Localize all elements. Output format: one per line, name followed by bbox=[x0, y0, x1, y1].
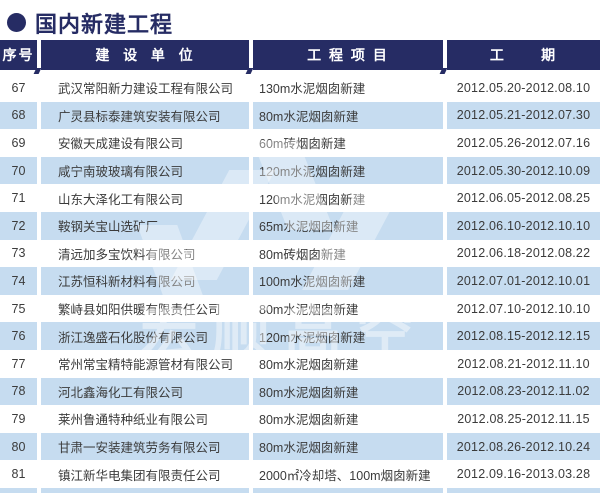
header-project: 工 程 项 目 bbox=[253, 40, 443, 70]
project-cell: 80m水泥烟囱新建 bbox=[253, 432, 443, 461]
header-period: 工 期 bbox=[447, 40, 600, 70]
row-number: 67 bbox=[0, 74, 37, 102]
project-cell: 120m水泥烟囱新建 bbox=[253, 184, 443, 212]
project-cell: 80m砖烟囱新建 bbox=[253, 239, 443, 268]
table-row: 79 莱州鲁通特种纸业有限公司 80m水泥烟囱新建 2012.08.25-201… bbox=[0, 405, 600, 433]
page-header: 国内新建工程 bbox=[0, 0, 600, 38]
table-row: 67 武汉常阳新力建设工程有限公司 130m水泥烟囱新建 2012.05.20-… bbox=[0, 74, 600, 102]
company-cell: 甘肃一安装建筑劳务有限公司 bbox=[41, 432, 249, 461]
period-cell: 2012.06.18-2012.08.22 bbox=[447, 239, 600, 268]
row-number: 75 bbox=[0, 294, 37, 323]
row-number: 76 bbox=[0, 322, 37, 350]
company-cell: 镇江新华电集团有限责任公司 bbox=[41, 460, 249, 488]
project-cell: 80m水泥烟囱新建 bbox=[253, 101, 443, 130]
company-cell: 山东大泽化工有限公司 bbox=[41, 184, 249, 212]
table-header-row: 序号 建 设 单 位 工 程 项 目 工 期 bbox=[0, 40, 600, 74]
period-cell: 2012.06.05-2012.08.25 bbox=[447, 184, 600, 212]
period-cell: 2012.08.15-2012.12.15 bbox=[447, 322, 600, 350]
project-cell: 120m水泥烟囱新建 bbox=[253, 322, 443, 350]
period-cell: 2012.05.26-2012.07.16 bbox=[447, 129, 600, 157]
project-cell: 120m水泥烟囱新建 bbox=[253, 156, 443, 185]
project-cell: 80m水泥烟囱新建 bbox=[253, 349, 443, 378]
period-cell: 2012.07.01-2012.10.01 bbox=[447, 267, 600, 295]
row-number: 72 bbox=[0, 211, 37, 240]
table-row: 81 镇江新华电集团有限责任公司 2000㎡冷却塔、100m烟囱新建 2012.… bbox=[0, 460, 600, 488]
period-cell: 2012.05.20-2012.08.10 bbox=[447, 74, 600, 102]
row-number: 81 bbox=[0, 460, 37, 488]
partial-row bbox=[0, 487, 600, 493]
project-cell: 2000㎡冷却塔、100m烟囱新建 bbox=[253, 460, 443, 488]
company-cell: 常州常宝精特能源管材有限公司 bbox=[41, 349, 249, 378]
row-number: 68 bbox=[0, 101, 37, 130]
company-cell: 繁峙县如阳供暖有限责任公司 bbox=[41, 294, 249, 323]
period-cell: 2012.08.26-2012.10.24 bbox=[447, 432, 600, 461]
company-cell: 武汉常阳新力建设工程有限公司 bbox=[41, 74, 249, 102]
period-cell: 2012.08.21-2012.11.10 bbox=[447, 349, 600, 378]
table-row: 69 安徽天成建设有限公司 60m砖烟囱新建 2012.05.26-2012.0… bbox=[0, 129, 600, 157]
period-cell: 2012.05.21-2012.07.30 bbox=[447, 101, 600, 130]
row-number: 71 bbox=[0, 184, 37, 212]
header-company: 建 设 单 位 bbox=[41, 40, 249, 70]
table-body: 67 武汉常阳新力建设工程有限公司 130m水泥烟囱新建 2012.05.20-… bbox=[0, 74, 600, 488]
period-cell: 2012.07.10-2012.10.10 bbox=[447, 294, 600, 323]
page-title: 国内新建工程 bbox=[35, 11, 174, 37]
table-row: 80 甘肃一安装建筑劳务有限公司 80m水泥烟囱新建 2012.08.26-20… bbox=[0, 432, 600, 461]
company-cell: 咸宁南玻玻璃有限公司 bbox=[41, 156, 249, 185]
company-cell: 清远加多宝饮料有限公司 bbox=[41, 239, 249, 268]
company-cell: 河北鑫海化工有限公司 bbox=[41, 377, 249, 406]
project-cell: 130m水泥烟囱新建 bbox=[253, 74, 443, 102]
period-cell: 2012.09.16-2013.03.28 bbox=[447, 460, 600, 488]
row-number: 78 bbox=[0, 377, 37, 406]
project-cell: 60m砖烟囱新建 bbox=[253, 129, 443, 157]
table-row: 73 清远加多宝饮料有限公司 80m砖烟囱新建 2012.06.18-2012.… bbox=[0, 239, 600, 268]
table-row: 76 浙江逸盛石化股份有限公司 120m水泥烟囱新建 2012.08.15-20… bbox=[0, 322, 600, 350]
table-row: 68 广灵县标泰建筑安装有限公司 80m水泥烟囱新建 2012.05.21-20… bbox=[0, 101, 600, 130]
project-cell: 65m水泥烟囱新建 bbox=[253, 211, 443, 240]
row-number: 74 bbox=[0, 267, 37, 295]
project-cell: 80m水泥烟囱新建 bbox=[253, 377, 443, 406]
company-cell: 江苏恒科新材料有限公司 bbox=[41, 267, 249, 295]
table-row: 70 咸宁南玻玻璃有限公司 120m水泥烟囱新建 2012.05.30-2012… bbox=[0, 156, 600, 185]
company-cell: 鞍钢关宝山选矿厂 bbox=[41, 211, 249, 240]
row-number: 80 bbox=[0, 432, 37, 461]
table-row: 72 鞍钢关宝山选矿厂 65m水泥烟囱新建 2012.06.10-2012.10… bbox=[0, 211, 600, 240]
period-cell: 2012.08.23-2012.11.02 bbox=[447, 377, 600, 406]
table-row: 71 山东大泽化工有限公司 120m水泥烟囱新建 2012.06.05-2012… bbox=[0, 184, 600, 212]
company-cell: 广灵县标泰建筑安装有限公司 bbox=[41, 101, 249, 130]
company-cell: 安徽天成建设有限公司 bbox=[41, 129, 249, 157]
period-cell: 2012.06.10-2012.10.10 bbox=[447, 211, 600, 240]
table-row: 78 河北鑫海化工有限公司 80m水泥烟囱新建 2012.08.23-2012.… bbox=[0, 377, 600, 406]
company-cell: 浙江逸盛石化股份有限公司 bbox=[41, 322, 249, 350]
project-cell: 80m水泥烟囱新建 bbox=[253, 294, 443, 323]
table-row: 75 繁峙县如阳供暖有限责任公司 80m水泥烟囱新建 2012.07.10-20… bbox=[0, 294, 600, 323]
row-number: 73 bbox=[0, 239, 37, 268]
row-number: 70 bbox=[0, 156, 37, 185]
row-number: 69 bbox=[0, 129, 37, 157]
header-no: 序号 bbox=[0, 40, 37, 70]
period-cell: 2012.05.30-2012.10.09 bbox=[447, 156, 600, 185]
project-cell: 80m水泥烟囱新建 bbox=[253, 405, 443, 433]
bullet-icon bbox=[7, 13, 26, 32]
period-cell: 2012.08.25-2012.11.15 bbox=[447, 405, 600, 433]
row-number: 77 bbox=[0, 349, 37, 378]
company-cell: 莱州鲁通特种纸业有限公司 bbox=[41, 405, 249, 433]
row-number: 79 bbox=[0, 405, 37, 433]
project-cell: 100m水泥烟囱新建 bbox=[253, 267, 443, 295]
table-row: 74 江苏恒科新材料有限公司 100m水泥烟囱新建 2012.07.01-201… bbox=[0, 267, 600, 295]
table-row: 77 常州常宝精特能源管材有限公司 80m水泥烟囱新建 2012.08.21-2… bbox=[0, 349, 600, 378]
